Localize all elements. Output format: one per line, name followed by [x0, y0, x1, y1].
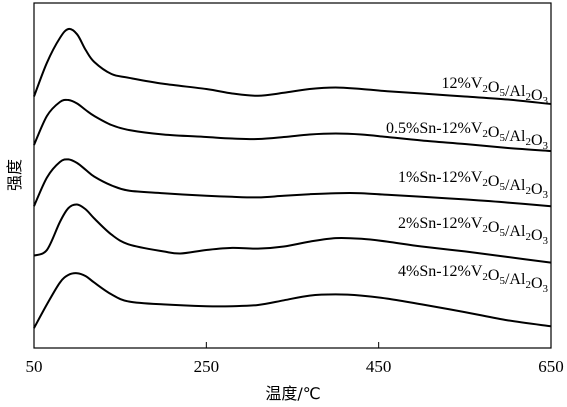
y-axis-title: 强度 [5, 159, 24, 191]
x-tick-label: 50 [26, 357, 43, 376]
series-curves [33, 27, 552, 329]
series-label: 12%V2O5/Al2O3 [442, 75, 549, 107]
series-curve [33, 27, 552, 105]
x-axis-title: 温度/℃ [265, 384, 320, 403]
series-label: 1%Sn-12%V2O5/Al2O3 [398, 169, 549, 201]
x-tick-label: 450 [366, 357, 392, 376]
x-tick-label: 650 [538, 357, 564, 376]
series-label: 4%Sn-12%V2O5/Al2O3 [398, 263, 549, 295]
x-tick-label: 250 [194, 357, 220, 376]
series-curve [33, 203, 552, 264]
x-axis: 50 250 450 650 [26, 342, 564, 376]
series-curve [33, 272, 552, 329]
series-label: 0.5%Sn-12%V2O5/Al2O3 [386, 120, 549, 152]
plot-frame [33, 2, 552, 349]
series-curve [33, 98, 552, 152]
series-label: 2%Sn-12%V2O5/Al2O3 [398, 215, 549, 247]
series-curve [33, 158, 552, 208]
series-labels: 12%V2O5/Al2O3 0.5%Sn-12%V2O5/Al2O3 1%Sn-12… [386, 75, 549, 295]
